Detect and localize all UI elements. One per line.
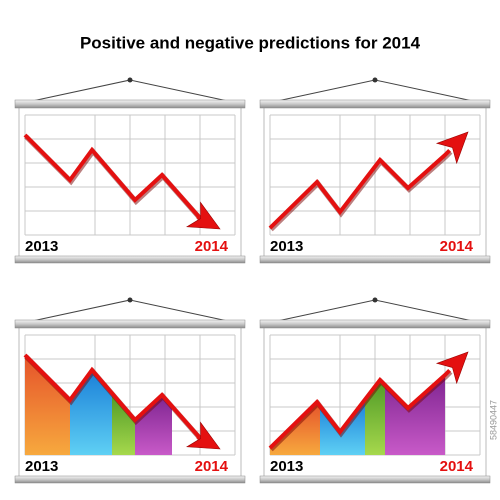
arrow-head (435, 351, 469, 385)
start-label: 2013 (270, 238, 303, 255)
start-label: 2013 (25, 238, 58, 255)
bottom-rod (259, 475, 491, 484)
board: 2013 2014 (14, 297, 246, 484)
watermark: 58490447 (488, 400, 498, 440)
top-rod (259, 99, 491, 109)
bottom-rod (14, 255, 246, 264)
nail (372, 297, 378, 303)
start-label: 2013 (25, 458, 58, 475)
arrow-line (268, 368, 452, 450)
start-label: 2013 (270, 458, 303, 475)
area-blue (320, 399, 365, 455)
arrow-head (435, 131, 469, 165)
arrow-head (186, 201, 221, 230)
nail (127, 77, 133, 83)
top-rod (14, 99, 246, 109)
arrow-head (186, 421, 221, 450)
hanging-string (22, 79, 238, 104)
end-label: 2014 (440, 458, 474, 475)
hanging-string (267, 79, 483, 104)
arrow-line (23, 353, 202, 440)
area-purple (385, 375, 445, 455)
end-label: 2014 (195, 458, 229, 475)
hanging-string (267, 299, 483, 324)
title: Positive and negative predictions for 20… (80, 33, 421, 52)
area-orange (25, 355, 70, 455)
area-green (112, 393, 135, 455)
arrow-line (23, 133, 202, 220)
end-label: 2014 (195, 238, 229, 255)
board: 2013 2014 (14, 77, 246, 264)
top-rod (259, 319, 491, 329)
board: 2013 2014 (259, 77, 491, 264)
arrow-line (268, 148, 452, 230)
nail (127, 297, 133, 303)
board: 2013 2014 (259, 297, 491, 484)
nail (372, 77, 378, 83)
hanging-string (22, 299, 238, 324)
bottom-rod (14, 475, 246, 484)
bottom-rod (259, 255, 491, 264)
top-rod (14, 319, 246, 329)
end-label: 2014 (440, 238, 474, 255)
area-purple (135, 395, 172, 455)
